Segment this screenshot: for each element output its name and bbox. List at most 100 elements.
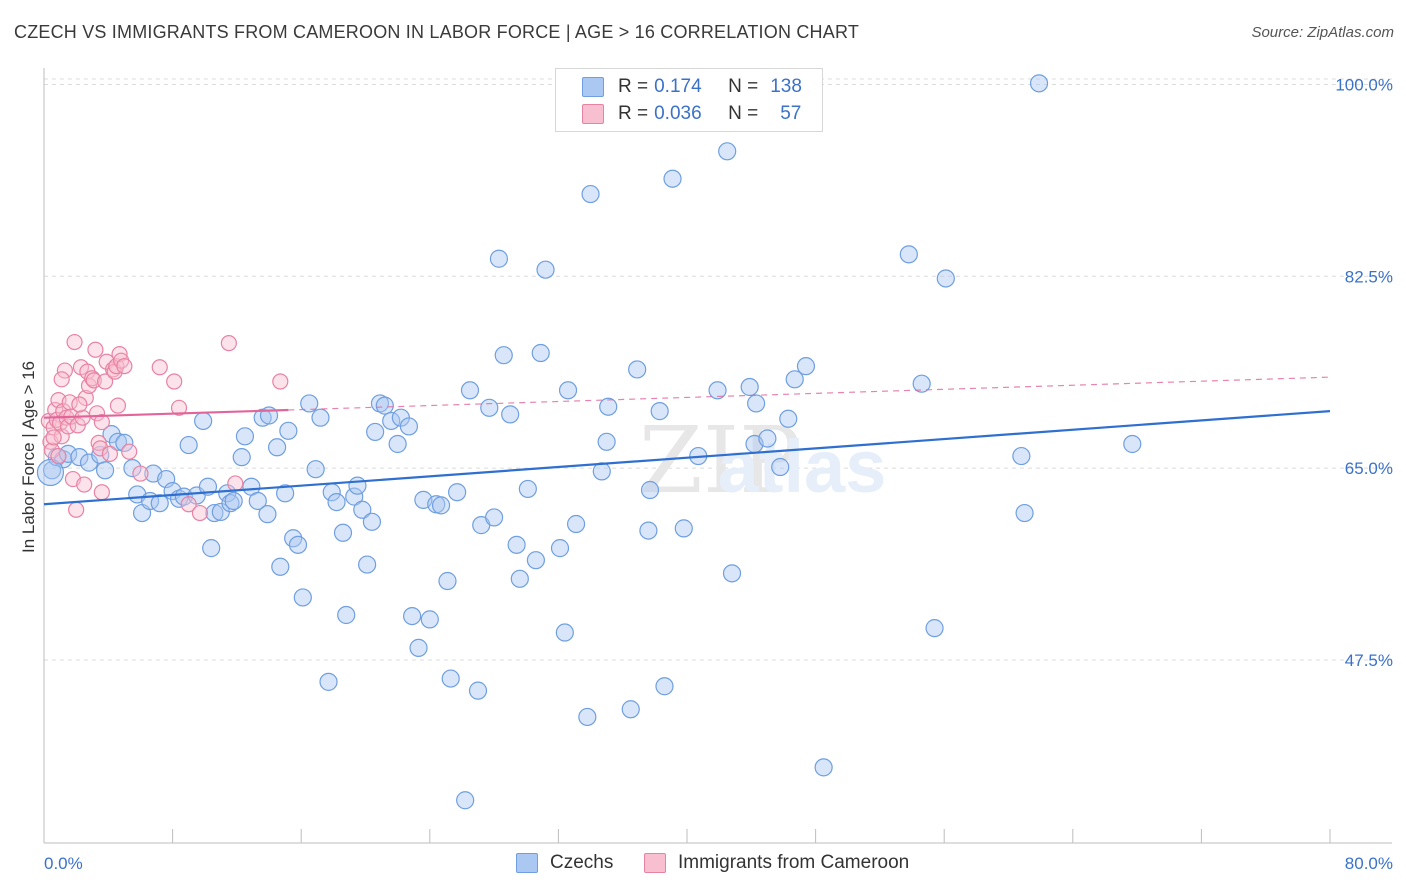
cameroon-point — [92, 440, 109, 457]
czech-point — [771, 457, 790, 477]
czech-point — [276, 484, 295, 503]
trend-line-czechs — [43, 410, 1331, 506]
czech-point — [578, 707, 597, 727]
czech-point — [95, 461, 115, 480]
czech-point — [1123, 434, 1142, 454]
czech-point — [441, 669, 460, 688]
czech-point — [936, 269, 955, 288]
czech-point — [460, 381, 480, 400]
czech-point — [510, 569, 529, 588]
cameroon-point — [109, 397, 127, 414]
czech-point — [115, 433, 134, 452]
czech-point — [485, 508, 504, 527]
czech-point — [358, 555, 377, 574]
czech-point — [628, 360, 647, 379]
czech-point — [333, 523, 353, 542]
chart-title: CZECH VS IMMIGRANTS FROM CAMEROON IN LAB… — [14, 22, 860, 42]
czech-point — [123, 459, 142, 478]
czech-point — [507, 535, 526, 554]
czech-point — [337, 605, 356, 625]
czech-point — [566, 514, 586, 534]
czech-point — [438, 571, 457, 591]
czech-point — [621, 700, 640, 719]
czech-point — [288, 535, 308, 554]
czech-point — [1012, 446, 1031, 466]
legend-r-label: R = — [618, 103, 649, 124]
trend-line-cameroon — [43, 408, 289, 419]
czech-point — [581, 184, 600, 204]
source-label: Source: ZipAtlas.com — [1251, 24, 1394, 41]
czech-point — [899, 245, 918, 264]
czech-point — [174, 487, 193, 506]
axes — [43, 68, 1392, 844]
czech-point — [420, 610, 439, 629]
cameroon-point — [121, 443, 138, 460]
czech-point — [70, 448, 89, 467]
y-tick-label: 47.5% — [1345, 651, 1393, 670]
czech-point — [362, 512, 382, 531]
czech-point — [814, 758, 833, 777]
czech-point — [409, 638, 428, 657]
czech-point — [555, 623, 574, 642]
czech-point — [925, 619, 944, 638]
czech-point — [293, 588, 312, 607]
czech-point — [912, 374, 931, 393]
czech-point — [232, 448, 251, 467]
cameroon-point — [71, 396, 88, 413]
czech-point — [722, 564, 742, 583]
czech-point — [708, 381, 727, 400]
czech-point — [1029, 74, 1049, 93]
czech-point — [536, 260, 555, 279]
czech-point — [59, 444, 78, 463]
czech-point — [431, 496, 451, 515]
legend-label-czechs: Czechs — [550, 852, 614, 873]
czech-point — [150, 494, 169, 513]
czech-point — [258, 505, 277, 524]
legend-row-cameroon: R = 0.036 N = 57 — [582, 102, 801, 126]
cameroon-point — [151, 359, 168, 376]
cameroon-point — [93, 484, 110, 501]
czech-point — [501, 405, 520, 424]
czech-point — [640, 480, 660, 500]
czech-point — [319, 672, 338, 691]
czech-point — [592, 462, 611, 481]
czech-point — [353, 500, 372, 519]
czech-point — [108, 432, 128, 451]
czech-point — [796, 357, 816, 376]
czech-point — [300, 394, 319, 413]
cameroon-point — [111, 346, 128, 363]
czech-point — [345, 487, 364, 506]
legend-swatch-czechs — [516, 853, 538, 873]
czech-point — [36, 458, 65, 487]
y-tick-label: 100.0% — [1335, 75, 1393, 94]
czech-point — [224, 491, 243, 511]
legend-n-label: N = — [728, 103, 759, 124]
stats-legend: R = 0.174 N = 138 R = 0.036 N = 57 — [555, 68, 823, 132]
czech-point — [279, 421, 298, 440]
legend-swatch-czechs — [582, 77, 604, 97]
czech-point — [403, 606, 422, 626]
cameroon-point — [227, 475, 244, 492]
series-legend: Czechs Immigrants from Cameroon — [0, 852, 1406, 878]
czech-point — [194, 411, 213, 431]
cameroon-point — [45, 429, 62, 446]
x-tick-label: 80.0% — [1345, 854, 1393, 873]
legend-item-czechs[interactable]: Czechs — [516, 852, 613, 874]
cameroon-point — [96, 373, 114, 390]
czech-point — [399, 417, 419, 436]
tick-labels: 100.0% 82.5% 65.0% 47.5% 0.0% 80.0% — [44, 75, 1393, 873]
czech-point — [468, 681, 488, 700]
czech-point — [779, 409, 798, 428]
cameroon-point — [53, 428, 70, 445]
cameroon-point — [43, 442, 61, 459]
watermark-atlas: atlas — [718, 425, 887, 508]
legend-item-cameroon[interactable]: Immigrants from Cameroon — [644, 852, 909, 874]
cameroon-point — [76, 476, 93, 493]
czech-point — [558, 381, 578, 400]
cameroon-point — [87, 341, 104, 358]
czech-point — [311, 408, 330, 427]
czech-point — [456, 791, 475, 810]
cameroon-point — [93, 413, 110, 431]
czech-point — [306, 460, 325, 479]
